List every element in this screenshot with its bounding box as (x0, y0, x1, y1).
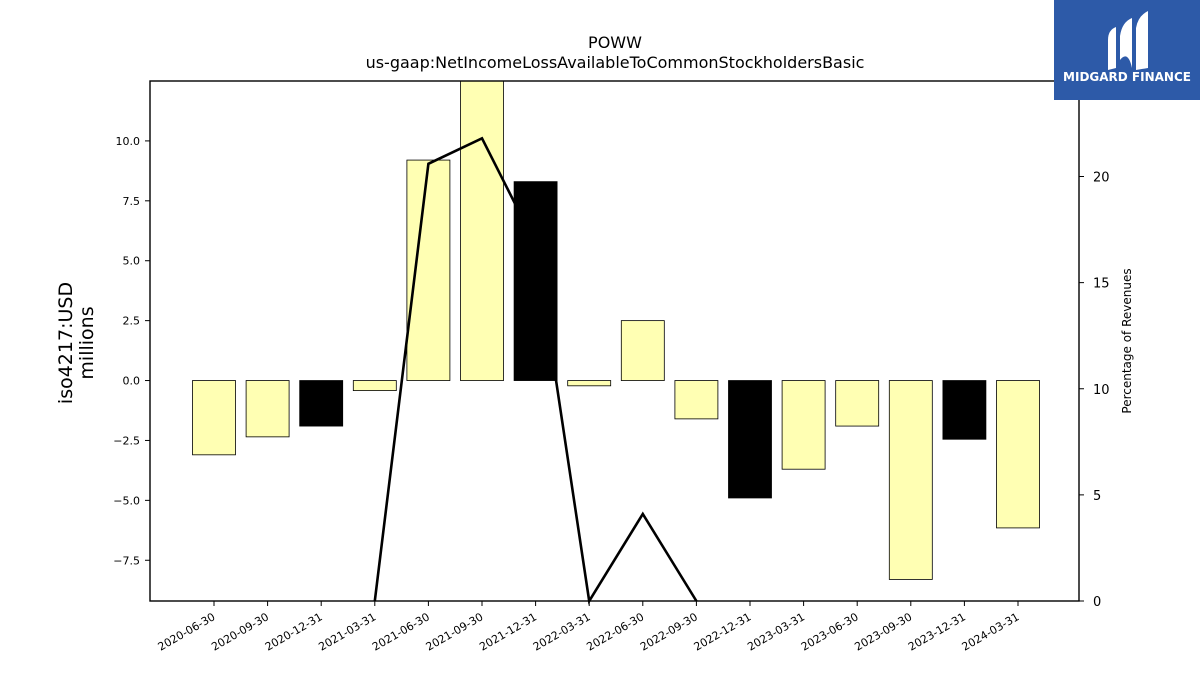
x-tick-label: 2021-09-30 (424, 610, 486, 653)
bar-2020-09-30 (245, 380, 290, 438)
x-tick-label: 2023-09-30 (852, 610, 914, 653)
y-axis-ticks: −7.5 −5.0 −2.5 0.0 2.5 5.0 7.5 10.0 (113, 135, 150, 567)
y2-tick-label: 5 (1093, 489, 1101, 504)
midgard-logo-icon (1108, 11, 1148, 70)
x-tick-label: 2024-03-31 (960, 610, 1022, 653)
bar-2021-09-30 (460, 80, 504, 381)
brand-logo: MIDGARD FINANCE (1054, 0, 1200, 100)
x-tick-label: 2020-06-30 (156, 610, 218, 653)
y-axis-label: iso4217:USD (55, 282, 77, 404)
x-tick-label: 2021-12-31 (477, 610, 539, 653)
bar-2023-03-31 (781, 380, 826, 470)
plot-frame (149, 80, 1080, 602)
x-axis-ticks: 2020-06-302020-09-302020-12-312021-03-31… (156, 601, 1022, 654)
bars-group (192, 80, 1040, 580)
y-tick-label: 2.5 (123, 315, 141, 328)
brand-name: MIDGARD FINANCE (1063, 70, 1191, 84)
y-tick-label: 5.0 (123, 255, 141, 268)
x-tick-label: 2022-03-31 (531, 610, 593, 653)
bar-2022-06-30 (620, 320, 665, 381)
y-tick-label: 10.0 (116, 135, 141, 148)
y2-tick-label: 20 (1093, 171, 1110, 186)
bar-2023-06-30 (835, 380, 880, 427)
x-tick-label: 2023-12-31 (906, 610, 968, 653)
x-tick-label: 2020-09-30 (209, 610, 271, 653)
y-tick-label: 0.0 (123, 375, 141, 388)
x-tick-label: 2022-09-30 (638, 610, 700, 653)
y2-axis-label: Percentage of Revenues (1120, 268, 1134, 413)
y-tick-label: −7.5 (113, 554, 140, 567)
bar-2022-03-31 (567, 380, 612, 387)
bar-2022-09-30 (674, 380, 719, 420)
x-tick-label: 2021-06-30 (370, 610, 432, 653)
x-tick-label: 2021-03-31 (316, 610, 378, 653)
y-tick-label: −5.0 (113, 494, 140, 507)
y2-tick-label: 10 (1093, 383, 1110, 398)
bar-2021-06-30 (406, 159, 451, 381)
bar-2023-12-31 (942, 380, 987, 440)
bar-2021-03-31 (352, 380, 397, 392)
bar-2020-06-30 (192, 380, 236, 456)
bar-2023-09-30 (888, 380, 933, 580)
bar-2020-12-31 (299, 380, 344, 427)
x-tick-label: 2020-12-31 (263, 610, 325, 653)
y-tick-label: −2.5 (113, 434, 140, 447)
chart-subtitle: us-gaap:NetIncomeLossAvailableToCommonSt… (366, 53, 865, 72)
x-tick-label: 2022-12-31 (692, 610, 754, 653)
y-tick-label: 7.5 (123, 195, 141, 208)
chart-title: POWW (588, 33, 642, 52)
x-tick-label: 2023-03-31 (745, 610, 807, 653)
x-tick-label: 2023-06-30 (799, 610, 861, 653)
bar-2024-03-31 (996, 380, 1040, 529)
y2-tick-label: 0 (1093, 595, 1101, 610)
x-tick-label: 2022-06-30 (584, 610, 646, 653)
y2-axis-ticks: 0 5 10 15 20 (1079, 171, 1110, 610)
y2-tick-label: 15 (1093, 277, 1110, 292)
bar-2022-12-31 (728, 380, 772, 499)
y-axis-unit-label: millions (76, 306, 98, 379)
